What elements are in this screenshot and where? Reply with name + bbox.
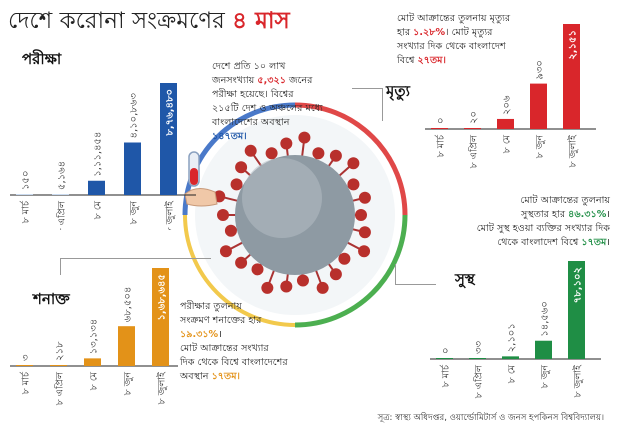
value-label: ০ — [441, 347, 452, 354]
value-label: ৩৩ — [474, 340, 485, 354]
category-label: ৮ মে — [93, 200, 104, 219]
value-label: ০ — [436, 117, 447, 124]
category-label: ৮ জুলাই — [567, 134, 579, 168]
value-label: ২০ — [469, 111, 480, 124]
category-label: ৮ জুলাই — [164, 200, 176, 230]
value-label: ২১৮ — [55, 341, 66, 361]
category-label: ৮ এপ্রিল — [54, 371, 66, 405]
category-label: ৮ এপ্রিল — [473, 364, 485, 398]
bar — [52, 194, 69, 195]
category-label: ৮ জুলাই — [156, 371, 168, 405]
category-label: ৮ জুলাই — [572, 364, 584, 398]
bar — [530, 83, 547, 129]
cases-title: শনাক্ত — [33, 290, 70, 308]
title-highlight: ৪ মাস — [232, 8, 290, 34]
category-label: ৮ এপ্রিল — [56, 200, 68, 230]
title-text: দেশে করোনা সংক্রমণের — [8, 8, 225, 34]
tests-chart: ১৫০ ৮ মার্চ ৫,১৬৪ ৮ এপ্রিল ১,১১,৪৫৪ ৮ মে ৪,১০,… — [10, 83, 196, 230]
value-label: ১৫০ — [21, 171, 32, 190]
value-label: ২,১৫১ — [568, 30, 579, 60]
bar — [469, 358, 486, 359]
bracket-recovered — [395, 264, 436, 285]
tests-note: দেশে প্রতি ১০ লাখ জনসংখ্যায় ৫,৩২১ জনের … — [212, 61, 323, 142]
value-label: ১,৬৮,৬৪৫ — [157, 274, 168, 321]
bar — [535, 340, 552, 359]
value-label: ৮,৭৬,৪৮০ — [165, 89, 176, 137]
bar — [563, 24, 580, 129]
deaths-title: মৃত্যু — [386, 82, 410, 100]
bar — [464, 128, 481, 129]
bar — [16, 365, 33, 366]
deaths-chart: ০ ৮ মার্চ ২০ ৮ এপ্রিল ২০৬ ৮ মে ৯৩০ ৮ জুন ২,১৫১ ৮ … — [425, 24, 596, 168]
category-label: ৮ মার্চ — [440, 364, 452, 387]
bar — [16, 194, 33, 195]
value-label: ৯৩০ — [535, 60, 546, 80]
bar — [431, 128, 448, 129]
virus-spikes — [213, 131, 371, 294]
bar — [88, 180, 105, 195]
category-label: ৮ জুন — [540, 364, 551, 389]
value-label: ১,১১,৪৫৪ — [93, 131, 104, 176]
value-label: ২,১০১ — [507, 323, 518, 352]
value-label: ১৪,৫৬০ — [540, 301, 551, 337]
value-label: ৭৮,১০২ — [573, 267, 584, 303]
value-label: ৪,১০,৮৬৩ — [129, 93, 140, 139]
value-label: ১৩,১৩৪ — [89, 319, 100, 355]
bar — [568, 261, 585, 359]
category-label: ৮ জুন — [535, 134, 546, 159]
source-note: সূত্র: স্বাস্থ্য অধিদপ্তর, ওয়ার্ল্ডোমিট… — [377, 413, 604, 423]
bar — [497, 118, 514, 129]
bracket-cases — [60, 258, 211, 275]
category-label: ৮ মে — [502, 134, 513, 153]
category-label: ৮ জুন — [123, 371, 134, 396]
category-label: ৮ মার্চ — [20, 200, 32, 223]
value-label: ৩ — [21, 354, 32, 361]
deaths-note: মোট আক্রান্তের তুলনায় মৃত্যুর হার ১.২৮%… — [397, 13, 511, 66]
bracket-deaths — [352, 88, 383, 121]
cases-chart: ৩ ৮ মার্চ ২১৮ ৮ এপ্রিল ১৩,১৩৪ ৮ মে ৬৮,৫০৪ ৮ জুন… — [10, 268, 178, 405]
category-label: ৮ মার্চ — [435, 134, 447, 157]
bar — [436, 358, 453, 359]
page-title: দেশে করোনা সংক্রমণের ৪ মাস — [8, 2, 290, 41]
cases-note: পরীক্ষার তুলনায় সংক্রমণ শনাক্তের হার ১৯… — [180, 301, 288, 382]
tests-title: পরীক্ষা — [22, 50, 62, 68]
bar — [502, 356, 519, 359]
value-label: ২০৬ — [502, 95, 513, 115]
value-label: ৬৮,৫০৪ — [123, 287, 134, 323]
ring-green — [294, 214, 408, 328]
bar — [160, 83, 177, 195]
bar — [124, 142, 141, 195]
bar — [118, 326, 135, 366]
virus-highlight — [242, 158, 322, 238]
bar — [84, 358, 101, 366]
test-tube-icon — [184, 151, 218, 207]
virus-illustration — [182, 102, 408, 328]
recovered-note: মোট আক্রান্তের তুলনায় সুস্থতার হার ৪৬.৩… — [476, 195, 610, 248]
category-label: ৮ জুন — [129, 200, 140, 225]
ring-red — [294, 102, 408, 216]
recovered-title: সুস্থ — [455, 270, 475, 288]
category-label: ৮ এপ্রিল — [468, 134, 480, 168]
value-label: ৫,১৬৪ — [57, 161, 68, 190]
category-label: ৮ মার্চ — [20, 371, 32, 394]
category-label: ৮ মে — [507, 364, 518, 383]
recovered-chart: ০ ৮ মার্চ ৩৩ ৮ এপ্রিল ২,১০১ ৮ মে ১৪,৫৬০ ৮ জুন ৭৮… — [430, 261, 601, 398]
bar — [152, 268, 169, 366]
bar — [50, 365, 67, 366]
category-label: ৮ মে — [89, 371, 100, 390]
